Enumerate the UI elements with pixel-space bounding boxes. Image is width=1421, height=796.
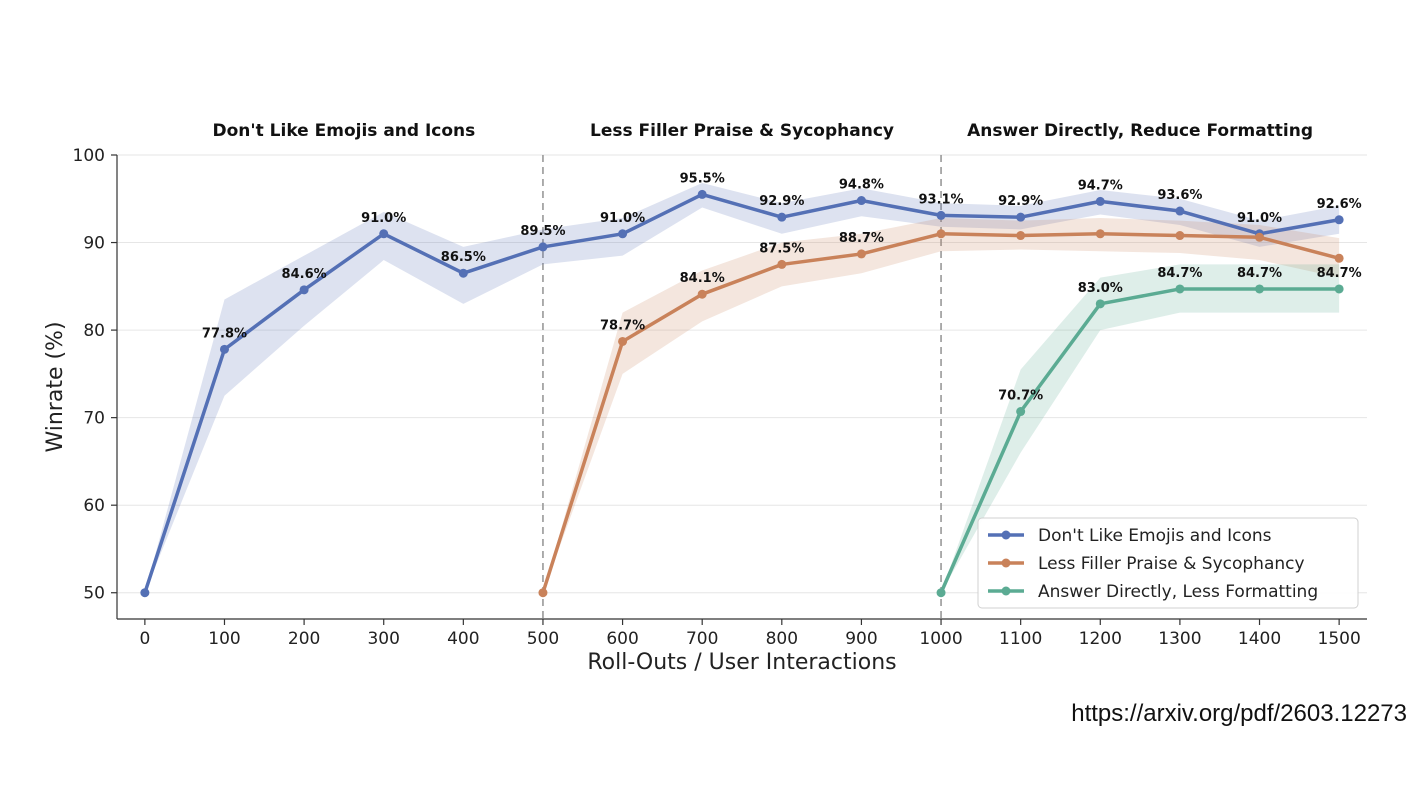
y-tick-label: 80 — [83, 321, 105, 341]
section-title: Less Filler Praise & Sycophancy — [590, 121, 894, 141]
x-tick-label: 500 — [527, 629, 559, 649]
data-label: 77.8% — [202, 326, 247, 341]
data-label: 87.5% — [759, 241, 804, 256]
x-tick-label: 600 — [606, 629, 638, 649]
data-point — [777, 212, 787, 222]
source-url: https://arxiv.org/pdf/2603.12273 — [1071, 700, 1407, 727]
data-point — [936, 588, 946, 598]
data-point — [140, 588, 150, 598]
confidence-band — [144, 183, 1340, 593]
data-point — [1175, 231, 1185, 241]
x-tick-label: 1000 — [919, 629, 962, 649]
y-tick-label: 90 — [83, 234, 105, 254]
data-label: 95.5% — [680, 171, 725, 186]
data-point — [1175, 206, 1185, 216]
x-tick-label: 900 — [845, 629, 877, 649]
data-point — [697, 289, 707, 299]
series-line — [143, 192, 1340, 594]
data-label: 92.9% — [998, 194, 1043, 209]
data-label: 94.8% — [839, 178, 884, 193]
data-point — [618, 229, 628, 239]
confidence-band — [941, 264, 1340, 593]
data-label: 93.1% — [918, 192, 963, 207]
x-tick-label: 1500 — [1318, 629, 1361, 649]
data-label: 89.5% — [520, 224, 565, 239]
legend-box — [977, 517, 1359, 609]
x-tick-label: 1400 — [1238, 629, 1281, 649]
data-point — [219, 344, 229, 354]
legend-label: Answer Directly, Less Formatting — [1038, 582, 1318, 602]
legend-label: Don't Like Emojis and Icons — [1038, 526, 1272, 546]
data-label: 91.0% — [361, 211, 406, 226]
x-axis-label: Roll-Outs / User Interactions — [587, 650, 896, 675]
data-point — [458, 268, 468, 278]
section-title: Don't Like Emojis and Icons — [213, 121, 476, 141]
data-label: 84.7% — [1237, 266, 1282, 281]
data-point — [538, 242, 548, 252]
data-label: 84.1% — [680, 271, 725, 286]
data-point — [1334, 253, 1344, 263]
x-tick-label: 200 — [288, 629, 320, 649]
data-point — [1016, 212, 1026, 222]
data-point — [936, 229, 946, 239]
data-point — [1334, 215, 1344, 225]
x-tick-label: 1300 — [1158, 629, 1201, 649]
x-tick-label: 1200 — [1079, 629, 1122, 649]
section-title: Answer Directly, Reduce Formatting — [967, 121, 1313, 141]
x-tick-label: 0 — [139, 629, 150, 649]
data-point — [1255, 232, 1265, 242]
confidence-band — [542, 218, 1340, 593]
series-line — [939, 287, 1340, 594]
data-point — [1016, 231, 1026, 241]
data-label: 84.7% — [1317, 266, 1362, 281]
data-label: 84.6% — [282, 267, 327, 282]
data-point — [1095, 196, 1105, 206]
x-tick-label: 700 — [686, 629, 718, 649]
data-point — [1255, 284, 1265, 294]
y-tick-label: 60 — [83, 496, 105, 516]
data-point — [379, 229, 389, 239]
data-label: 88.7% — [839, 231, 884, 246]
y-tick-label: 100 — [73, 146, 105, 166]
data-point — [777, 259, 787, 269]
data-label: 94.7% — [1078, 178, 1123, 193]
x-tick-label: 100 — [208, 629, 240, 649]
data-point — [1095, 299, 1105, 309]
legend-marker — [1001, 586, 1011, 596]
data-label: 86.5% — [441, 250, 486, 265]
data-label: 92.6% — [1317, 197, 1362, 212]
data-point — [697, 189, 707, 199]
data-point — [618, 336, 628, 346]
data-label: 92.9% — [759, 194, 804, 209]
data-point — [936, 210, 946, 220]
data-point — [856, 249, 866, 259]
data-point — [538, 588, 548, 598]
y-tick-label: 50 — [83, 584, 105, 604]
data-label: 91.0% — [1237, 211, 1282, 226]
data-label: 91.0% — [600, 211, 645, 226]
data-point — [1016, 407, 1026, 417]
y-axis-label: Winrate (%) — [43, 321, 68, 452]
data-point — [299, 285, 309, 295]
data-label: 84.7% — [1157, 266, 1202, 281]
x-tick-label: 800 — [766, 629, 798, 649]
data-point — [1175, 284, 1185, 294]
data-label: 83.0% — [1078, 281, 1123, 296]
x-tick-label: 400 — [447, 629, 479, 649]
data-point — [1334, 284, 1344, 294]
data-label: 70.7% — [998, 389, 1043, 404]
y-tick-label: 70 — [83, 409, 105, 429]
legend-marker — [1001, 558, 1011, 568]
x-tick-label: 1100 — [999, 629, 1042, 649]
data-point — [1095, 229, 1105, 239]
data-label: 78.7% — [600, 318, 645, 333]
legend-marker — [1001, 530, 1011, 540]
legend-label: Less Filler Praise & Sycophancy — [1038, 554, 1305, 574]
x-tick-label: 300 — [367, 629, 399, 649]
data-label: 93.6% — [1157, 188, 1202, 203]
data-point — [856, 196, 866, 206]
